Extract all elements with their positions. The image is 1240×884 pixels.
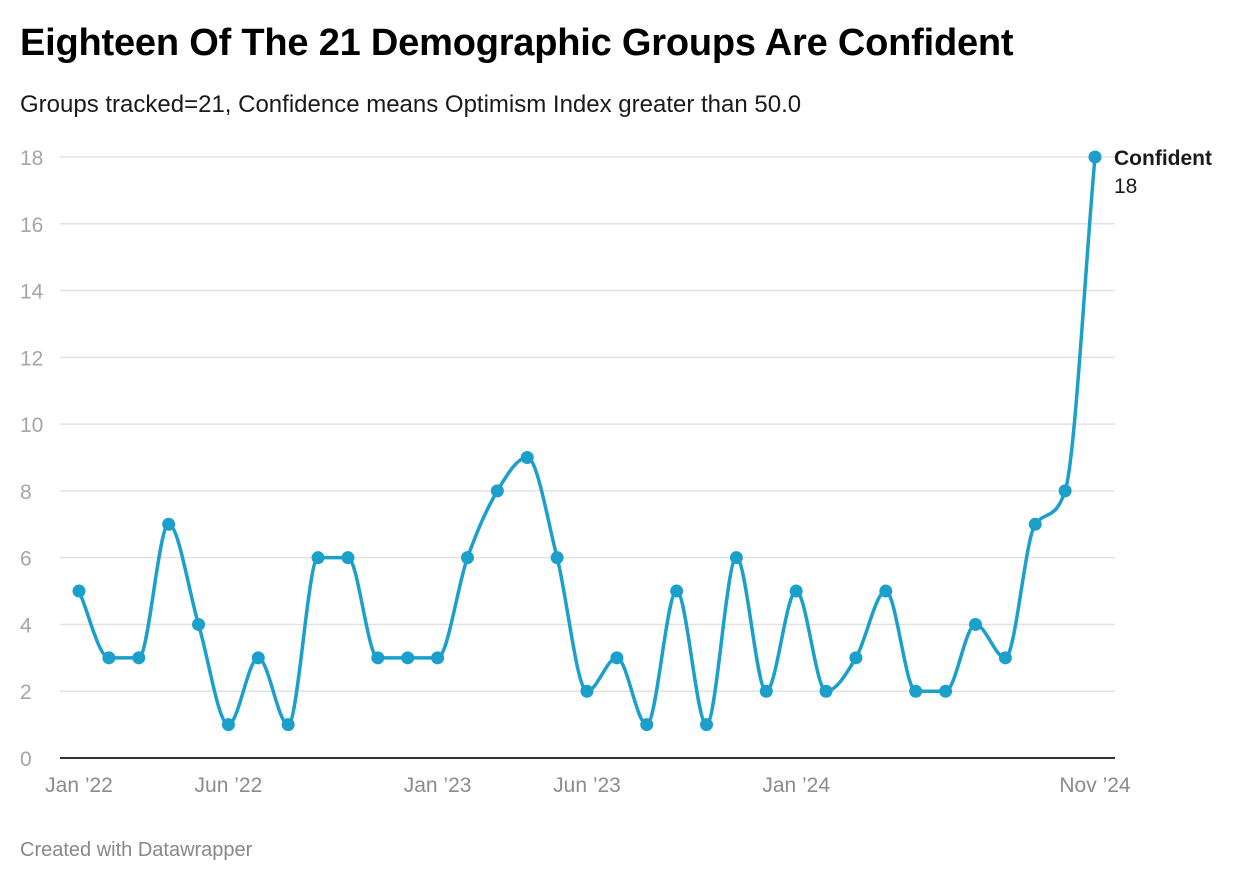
data-point <box>1088 150 1102 164</box>
data-point <box>490 484 504 498</box>
y-tick-label: 18 <box>20 147 43 170</box>
data-point <box>132 651 146 665</box>
data-point <box>759 684 773 698</box>
data-point <box>311 551 325 565</box>
data-point <box>341 551 355 565</box>
gridlines <box>60 156 1115 692</box>
y-tick-label: 6 <box>20 548 32 571</box>
data-point <box>670 584 684 598</box>
data-point <box>72 584 86 598</box>
data-point <box>700 718 714 732</box>
data-point <box>580 684 594 698</box>
data-point <box>610 651 624 665</box>
y-tick-label: 4 <box>20 614 32 637</box>
x-axis-ticks: Jan ’22 Jun ’22 Jan ’23 Jun ’23 Jan ’24 Nov ’… <box>45 774 1131 797</box>
series-label-name: Confident <box>1114 147 1212 170</box>
data-point <box>221 718 235 732</box>
x-tick-label: Jan ’22 <box>45 774 113 797</box>
y-tick-label: 0 <box>20 748 32 771</box>
series-label-value: 18 <box>1114 175 1137 198</box>
y-axis-ticks: 0 2 4 6 8 10 12 14 16 18 <box>20 147 44 771</box>
x-tick-label: Jan ’24 <box>762 774 830 797</box>
data-point <box>909 684 923 698</box>
data-point <box>460 551 474 565</box>
y-tick-label: 16 <box>20 214 43 237</box>
credit-text: Created with Datawrapper <box>20 839 253 861</box>
data-point <box>401 651 415 665</box>
data-point <box>819 684 833 698</box>
data-point <box>640 718 654 732</box>
data-point <box>879 584 893 598</box>
data-point <box>192 617 206 631</box>
data-point <box>789 584 803 598</box>
x-tick-label: Nov ’24 <box>1059 774 1131 797</box>
data-point <box>1058 484 1072 498</box>
data-points <box>72 150 1102 732</box>
series-line-confident <box>77 155 1097 727</box>
data-point <box>968 617 982 631</box>
x-tick-label: Jun ’23 <box>553 774 621 797</box>
x-tick-label: Jan ’23 <box>404 774 472 797</box>
data-point <box>520 451 534 464</box>
data-point <box>251 651 265 665</box>
y-tick-label: 12 <box>20 347 43 370</box>
data-point <box>1028 517 1042 531</box>
y-tick-label: 14 <box>20 281 44 304</box>
y-tick-label: 2 <box>20 681 32 704</box>
y-tick-label: 8 <box>20 481 32 504</box>
data-point <box>431 651 445 665</box>
data-point <box>371 651 385 665</box>
y-tick-label: 10 <box>20 414 43 437</box>
data-point <box>939 684 953 698</box>
data-point <box>998 651 1012 665</box>
x-tick-label: Jun ’22 <box>195 774 263 797</box>
data-point <box>550 551 564 565</box>
data-point <box>162 517 176 531</box>
data-point <box>281 718 295 732</box>
data-point <box>729 551 743 565</box>
data-point <box>102 651 116 665</box>
data-point <box>849 651 863 665</box>
chart-title: Eighteen Of The 21 Demographic Groups Ar… <box>20 22 1014 64</box>
chart-subtitle: Groups tracked=21, Confidence means Opti… <box>20 91 802 118</box>
